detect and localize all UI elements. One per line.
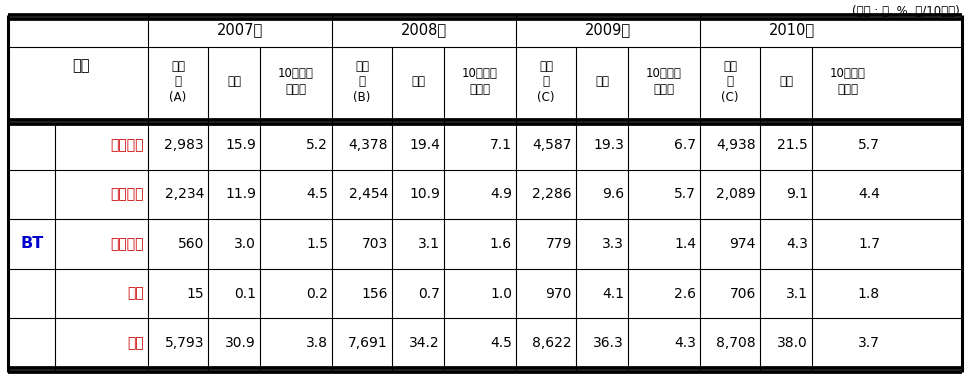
Text: 2007년: 2007년 [217,23,263,37]
Text: 1.0: 1.0 [489,287,512,301]
Text: 9.6: 9.6 [601,188,623,201]
Text: 비중: 비중 [227,75,240,88]
Text: 19.3: 19.3 [592,138,623,152]
Text: 1.5: 1.5 [305,237,328,251]
Text: 779: 779 [545,237,572,251]
Text: 0.7: 0.7 [418,287,440,301]
Text: 1.6: 1.6 [489,237,512,251]
Text: 38.0: 38.0 [776,336,807,350]
Text: 3.0: 3.0 [234,237,256,251]
Text: 970: 970 [545,287,572,301]
Text: 974: 974 [729,237,755,251]
Text: 4.4: 4.4 [858,188,879,201]
Text: 4,378: 4,378 [348,138,388,152]
Text: 기타: 기타 [127,287,143,301]
Text: 10억원당
논문수: 10억원당 논문수 [829,67,865,96]
Text: 1.8: 1.8 [857,287,879,301]
Text: 3.3: 3.3 [602,237,623,251]
Text: 4.3: 4.3 [673,336,696,350]
Text: 30.9: 30.9 [225,336,256,350]
Text: 4,938: 4,938 [716,138,755,152]
Text: 응용연구: 응용연구 [110,188,143,201]
Text: 21.5: 21.5 [776,138,807,152]
Text: 10억원당
논문수: 10억원당 논문수 [461,67,497,96]
Text: 논문
수
(A): 논문 수 (A) [170,60,186,103]
Text: (단위 : 편, %, 편/10억원): (단위 : 편, %, 편/10억원) [852,5,959,18]
Text: 비중: 비중 [594,75,609,88]
Text: 8,622: 8,622 [532,336,572,350]
Text: 3.1: 3.1 [785,287,807,301]
Text: 15.9: 15.9 [225,138,256,152]
Text: 2008년: 2008년 [400,23,447,37]
Text: 4,587: 4,587 [532,138,572,152]
Text: 2010년: 2010년 [768,23,814,37]
Text: 6.7: 6.7 [673,138,696,152]
Text: 1.4: 1.4 [673,237,696,251]
Text: 2.6: 2.6 [673,287,696,301]
Text: 2,454: 2,454 [348,188,388,201]
Text: 11.9: 11.9 [225,188,256,201]
Text: 5.2: 5.2 [306,138,328,152]
Text: 156: 156 [361,287,388,301]
Text: 560: 560 [177,237,203,251]
Text: 논문
수
(C): 논문 수 (C) [537,60,554,103]
Text: 소계: 소계 [127,336,143,350]
Text: 15: 15 [186,287,203,301]
Text: 비중: 비중 [778,75,793,88]
Text: 4.3: 4.3 [785,237,807,251]
Text: 기초연구: 기초연구 [110,138,143,152]
Text: 8,708: 8,708 [716,336,755,350]
Text: 34.2: 34.2 [409,336,440,350]
Text: 4.1: 4.1 [602,287,623,301]
Text: 3.1: 3.1 [418,237,440,251]
Text: 2,089: 2,089 [716,188,755,201]
Text: 2,983: 2,983 [164,138,203,152]
Text: 비중: 비중 [411,75,424,88]
Text: 10억원당
논문수: 10억원당 논문수 [645,67,681,96]
Text: 703: 703 [361,237,388,251]
Text: 4.5: 4.5 [306,188,328,201]
Text: 0.2: 0.2 [306,287,328,301]
Text: 36.3: 36.3 [593,336,623,350]
Text: 5.7: 5.7 [673,188,696,201]
Text: 4.5: 4.5 [489,336,512,350]
Text: 4.9: 4.9 [489,188,512,201]
Text: BT: BT [21,236,44,252]
Text: 2009년: 2009년 [584,23,631,37]
Text: 구분: 구분 [72,58,90,73]
Text: 5.7: 5.7 [858,138,879,152]
Text: 10.9: 10.9 [409,188,440,201]
Text: 706: 706 [729,287,755,301]
Text: 2,286: 2,286 [532,188,572,201]
Text: 19.4: 19.4 [409,138,440,152]
Text: 7.1: 7.1 [489,138,512,152]
Text: 5,793: 5,793 [165,336,203,350]
Text: 논문
수
(B): 논문 수 (B) [353,60,370,103]
Text: 0.1: 0.1 [234,287,256,301]
Text: 개발연구: 개발연구 [110,237,143,251]
Text: 9.1: 9.1 [785,188,807,201]
Text: 3.7: 3.7 [858,336,879,350]
Text: 10억원당
논문수: 10억원당 논문수 [278,67,314,96]
Text: 3.8: 3.8 [305,336,328,350]
Text: 7,691: 7,691 [348,336,388,350]
Text: 1.7: 1.7 [858,237,879,251]
Text: 논문
수
(C): 논문 수 (C) [721,60,738,103]
Text: 2,234: 2,234 [165,188,203,201]
